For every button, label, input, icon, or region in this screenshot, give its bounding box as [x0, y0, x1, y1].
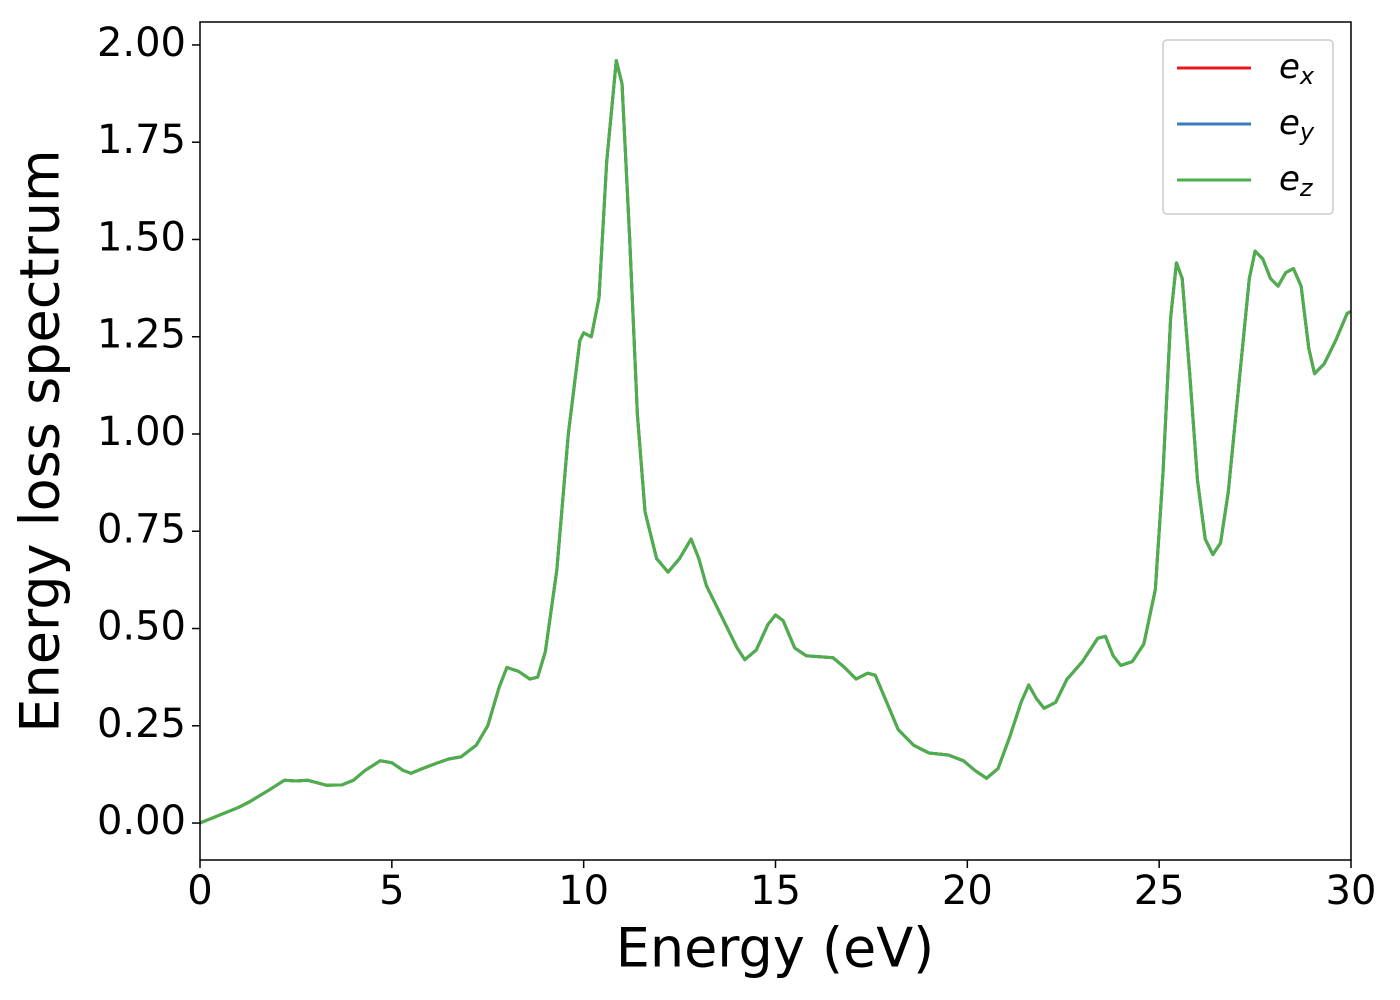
x-tick-label: 25: [1134, 868, 1185, 914]
x-tick-label: 15: [750, 868, 801, 914]
x-tick-label: 5: [379, 868, 404, 914]
legend-label: ex: [1279, 47, 1315, 91]
y-axis-label: Energy loss spectrum: [9, 149, 72, 732]
y-tick-label: 1.00: [97, 409, 186, 455]
x-tick-label: 30: [1326, 868, 1377, 914]
x-tick-label: 20: [942, 868, 993, 914]
y-tick-label: 0.00: [97, 798, 186, 844]
plot-frame: [199, 21, 1352, 861]
legend-box: [1162, 39, 1334, 215]
y-tick-label: 1.75: [97, 117, 186, 163]
legend-label: ez: [1279, 159, 1314, 203]
y-tick-label: 0.75: [97, 506, 186, 552]
y-tick-label: 1.50: [97, 214, 186, 260]
y-tick-label: 0.50: [97, 604, 186, 650]
y-tick-label: 0.25: [97, 701, 186, 747]
x-tick-label: 0: [187, 868, 212, 914]
y-tick-label: 1.25: [97, 312, 186, 358]
line-series: [199, 59, 1352, 825]
x-tick-label: 10: [558, 868, 609, 914]
legend-label: ey: [1279, 103, 1315, 147]
x-axis-label: Energy (eV): [616, 917, 935, 980]
y-tick-label: 2.00: [97, 20, 186, 66]
